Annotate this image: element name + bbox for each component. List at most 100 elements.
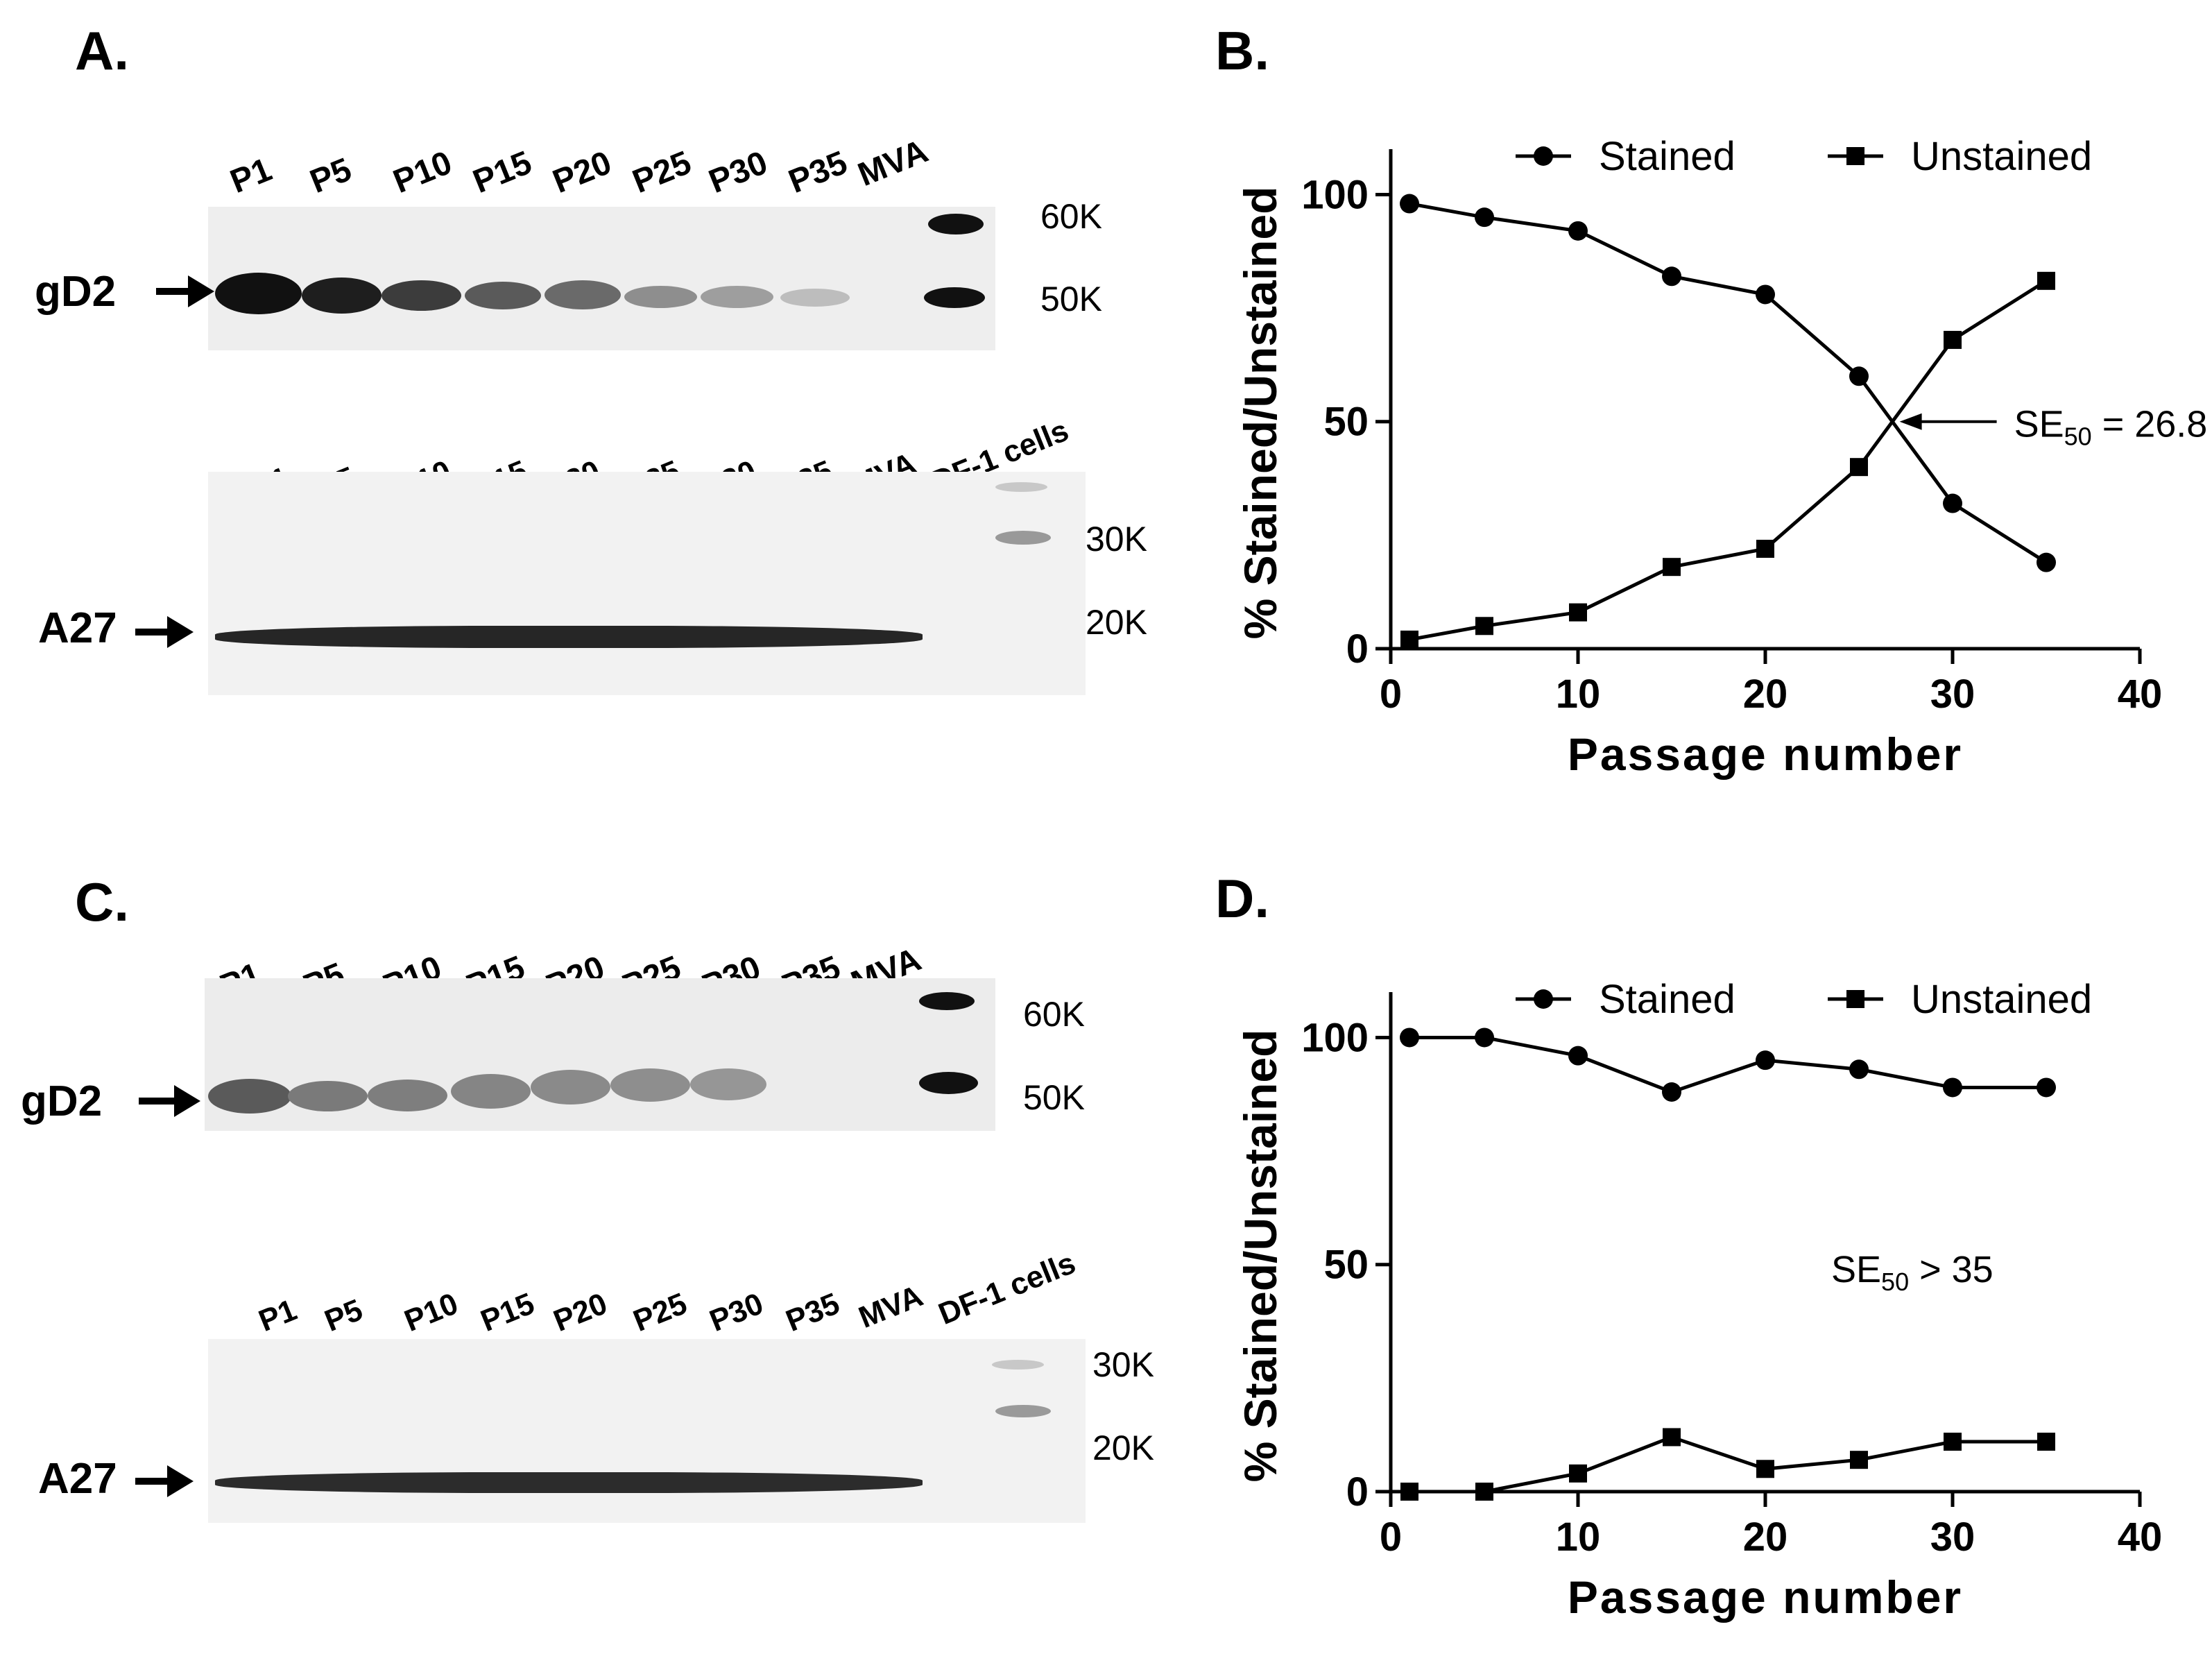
y-axis-label: % Stained/Unstained bbox=[1235, 187, 1286, 640]
protein-label-a27: A27 bbox=[38, 604, 117, 652]
data-point-unstained bbox=[1944, 330, 1962, 349]
data-point-unstained bbox=[1944, 1433, 1962, 1451]
panel-d-letter: D. bbox=[1215, 868, 1269, 929]
series-line-unstained bbox=[1409, 279, 2048, 642]
a27-membrane-c bbox=[208, 1339, 1086, 1523]
data-point-stained bbox=[1756, 1050, 1775, 1071]
x-tick-label: 40 bbox=[2118, 672, 2163, 717]
y-tick-label: 50 bbox=[1323, 400, 1369, 445]
x-tick-label: 0 bbox=[1380, 1515, 1402, 1560]
panel-b-letter: B. bbox=[1215, 20, 1269, 81]
data-point-unstained bbox=[2037, 1433, 2055, 1451]
band bbox=[610, 1068, 690, 1102]
band bbox=[215, 273, 302, 314]
marker-band-30k bbox=[992, 1360, 1044, 1370]
protein-label-gd2: gD2 bbox=[35, 268, 117, 316]
marker-band-30k bbox=[995, 482, 1047, 492]
marker-50k: 50K bbox=[1040, 280, 1102, 318]
y-tick-label: 100 bbox=[1301, 1015, 1369, 1060]
band bbox=[531, 1070, 610, 1105]
data-point-unstained bbox=[1663, 1428, 1681, 1447]
band bbox=[545, 280, 621, 309]
arrow-icon bbox=[156, 275, 214, 307]
y-axis-label: % Stained/Unstained bbox=[1235, 1030, 1286, 1483]
annotation-se50: SE50 > 35 bbox=[1831, 1249, 1994, 1296]
marker-band-20k bbox=[995, 1405, 1051, 1417]
band bbox=[215, 626, 923, 648]
arrow-icon bbox=[139, 1085, 200, 1117]
band bbox=[215, 1472, 923, 1493]
arrow-icon bbox=[135, 616, 194, 648]
data-point-stained bbox=[1849, 366, 1869, 386]
marker-20k: 20K bbox=[1086, 603, 1147, 642]
legend-marker-square bbox=[1846, 990, 1864, 1008]
marker-band-50k bbox=[919, 1072, 978, 1094]
data-point-unstained bbox=[1569, 603, 1587, 622]
y-tick-label: 0 bbox=[1346, 1469, 1369, 1515]
x-tick-label: 10 bbox=[1556, 1515, 1601, 1560]
legend-marker-circle bbox=[1534, 146, 1553, 166]
data-point-stained bbox=[1943, 1077, 1962, 1098]
band bbox=[288, 1081, 368, 1111]
band bbox=[451, 1074, 531, 1109]
x-tick-label: 20 bbox=[1743, 1515, 1788, 1560]
x-axis-label: Passage number bbox=[1568, 1571, 1963, 1623]
annotation-se50: SE50 = 26.8 bbox=[2014, 404, 2208, 451]
x-tick-label: 30 bbox=[1930, 672, 1975, 717]
series-line-unstained bbox=[1409, 1435, 2046, 1494]
protein-label-a27: A27 bbox=[38, 1455, 117, 1503]
marker-band-60k bbox=[919, 992, 975, 1010]
data-point-unstained bbox=[2037, 271, 2055, 290]
data-point-stained bbox=[1400, 194, 1419, 214]
band bbox=[690, 1068, 766, 1100]
legend-label-stained: Stained bbox=[1599, 134, 1735, 179]
data-point-stained bbox=[1756, 284, 1775, 305]
marker-band-20k bbox=[995, 531, 1051, 545]
data-point-stained bbox=[1568, 221, 1588, 241]
marker-band-50k bbox=[924, 287, 985, 308]
protein-label-gd2: gD2 bbox=[21, 1077, 103, 1125]
data-point-stained bbox=[1568, 1046, 1588, 1066]
series-line-stained bbox=[1409, 1035, 2046, 1094]
x-axis-label: Passage number bbox=[1568, 728, 1963, 780]
data-point-unstained bbox=[1663, 558, 1681, 577]
data-point-stained bbox=[1475, 207, 1494, 228]
data-point-stained bbox=[1943, 493, 1962, 513]
band bbox=[368, 1080, 447, 1111]
panel-c-letter: C. bbox=[75, 871, 129, 932]
data-point-stained bbox=[1475, 1027, 1494, 1048]
x-tick-label: 20 bbox=[1743, 672, 1788, 717]
data-point-unstained bbox=[1850, 458, 1868, 477]
band bbox=[302, 278, 381, 314]
marker-30k: 30K bbox=[1092, 1345, 1154, 1384]
data-point-stained bbox=[1662, 1082, 1681, 1102]
data-point-unstained bbox=[1569, 1464, 1587, 1483]
series-line-stained bbox=[1409, 202, 2048, 564]
marker-60k: 60K bbox=[1023, 995, 1085, 1034]
legend-marker-square bbox=[1846, 147, 1864, 165]
data-point-unstained bbox=[1850, 1451, 1868, 1469]
data-point-unstained bbox=[1475, 1483, 1493, 1501]
arrow-icon bbox=[1899, 413, 1922, 430]
data-point-unstained bbox=[1400, 630, 1418, 649]
y-tick-label: 50 bbox=[1323, 1243, 1369, 1288]
data-point-unstained bbox=[1400, 1483, 1418, 1501]
arrow-icon bbox=[135, 1465, 194, 1497]
data-point-stained bbox=[1400, 1027, 1419, 1048]
y-tick-label: 0 bbox=[1346, 626, 1369, 672]
panel-a-letter: A. bbox=[75, 20, 129, 81]
data-point-stained bbox=[1662, 266, 1681, 287]
gd2-membrane-c bbox=[205, 978, 995, 1131]
chart-d: 0 50 100 0 10 20 30 40 Passage number % Stained/U… bbox=[1235, 977, 2162, 1623]
marker-band-60k bbox=[928, 214, 984, 234]
data-point-stained bbox=[1849, 1059, 1869, 1080]
legend-label-stained: Stained bbox=[1599, 977, 1735, 1022]
band bbox=[208, 1079, 291, 1114]
x-tick-label: 0 bbox=[1380, 672, 1402, 717]
y-tick-label: 100 bbox=[1301, 172, 1369, 217]
legend-label-unstained: Unstained bbox=[1911, 134, 2092, 179]
marker-60k: 60K bbox=[1040, 197, 1102, 236]
a27-membrane-a bbox=[208, 472, 1086, 695]
gd2-membrane-a bbox=[208, 207, 995, 350]
